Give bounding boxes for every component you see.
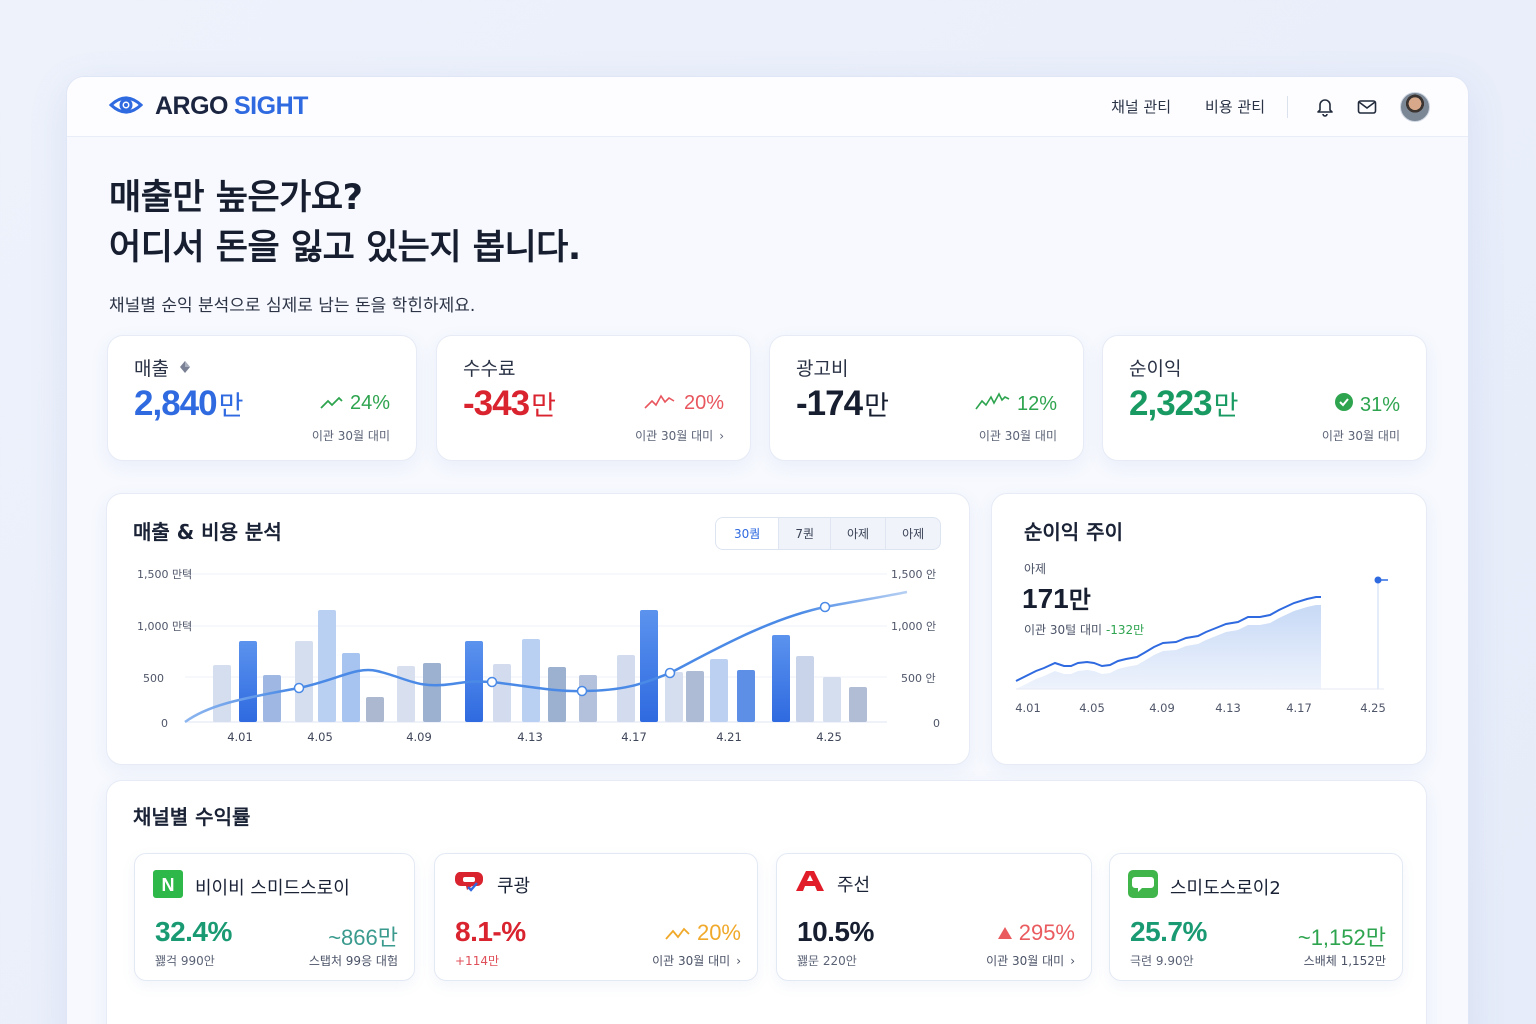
kpi-value: 2,323 <box>1129 384 1213 423</box>
coupang-icon <box>453 870 485 899</box>
kpi-value: 2,840 <box>134 384 218 423</box>
mail-icon[interactable] <box>1354 94 1380 120</box>
svg-text:N: N <box>162 875 175 895</box>
channel-card-smartstore-2[interactable]: 스미도스로이2 25.7% 극련 9.90안 ~1,152만 스배체 1,152… <box>1109 853 1403 981</box>
avatar[interactable] <box>1400 91 1430 122</box>
hero-section: 매출만 높은가요? 어디서 돈을 잃고 있는지 봅니다. 채널별 순익 분석으로… <box>109 173 581 316</box>
bars <box>213 610 867 722</box>
channel-profitability-section: 채널별 수익률 N 비이비 스미드스로이 32.4% 꽳걱 990안 ~866만… <box>106 780 1427 1024</box>
svg-text:4.17: 4.17 <box>1286 701 1312 715</box>
svg-text:4.01: 4.01 <box>1015 701 1041 715</box>
kpi-delta: 20% <box>683 392 724 414</box>
section-title: 채널별 수익률 <box>133 805 251 829</box>
channel-name: 쿠광 <box>497 875 531 897</box>
svg-text:0: 0 <box>161 717 168 730</box>
svg-text:500: 500 <box>143 672 164 685</box>
svg-text:500 안: 500 안 <box>901 672 936 685</box>
chevron-right-icon[interactable]: › <box>736 953 741 968</box>
period-label: 아제 <box>1024 562 1047 576</box>
top-navigation-bar: ARGO SIGHT 채널 관티 비용 관티 <box>67 77 1468 137</box>
channel-rate: 25.7% <box>1130 916 1207 947</box>
logo-text-secondary: SIGHT <box>234 92 308 120</box>
chevron-right-icon[interactable]: › <box>1070 953 1075 968</box>
channel-rate: 10.5% <box>797 916 874 947</box>
channel-name: 스미도스로이2 <box>1170 877 1281 899</box>
diamond-icon <box>179 357 191 379</box>
svg-text:4.01: 4.01 <box>227 730 253 744</box>
svg-text:1,500 안: 1,500 안 <box>891 568 936 581</box>
channel-amount: ~1,152만 <box>1297 925 1386 950</box>
tab-yesterday[interactable]: 아제 <box>830 518 885 549</box>
logo[interactable]: ARGO SIGHT <box>108 92 308 121</box>
page-subtitle: 채널별 순익 분석으로 심제로 남는 돈을 학힌하제요. <box>109 296 476 316</box>
channel-change: 295% <box>1018 920 1075 945</box>
app-window: ARGO SIGHT 채널 관티 비용 관티 매출만 높은가요? 어디서 돈을 잃… <box>66 76 1469 1024</box>
kpi-card-ad-spend[interactable]: 광고비 -174만 12% 이관 30월 대미 <box>769 335 1084 461</box>
chart-title: 순이익 주이 <box>1024 520 1123 544</box>
area-chart: 4.01 4.05 4.09 4.13 4.17 4.25 <box>1015 576 1388 715</box>
net-profit-trend-card: 순이익 주이 아제 171만 이관 30털 대미 -132만 4.01 4.05… <box>991 493 1427 765</box>
trend-zigzag-icon <box>644 392 678 415</box>
net-profit-comparison: 이관 30털 대미 -132만 <box>1024 623 1145 637</box>
header-nav: 채널 관티 비용 관티 <box>1077 91 1430 122</box>
svg-text:4.25: 4.25 <box>1360 701 1386 715</box>
svg-text:4.13: 4.13 <box>1215 701 1241 715</box>
channel-rate: 32.4% <box>155 916 232 947</box>
bell-icon[interactable] <box>1312 94 1338 120</box>
trend-up-icon <box>320 392 344 415</box>
svg-text:0: 0 <box>933 717 940 730</box>
svg-text:4.09: 4.09 <box>1149 701 1175 715</box>
channel-name: 주선 <box>837 874 871 896</box>
revenue-cost-chart-card: 매출 & 비용 분석 30퀌 7퀀 아제 아제 1,500 만텩 1,000 만… <box>106 493 970 765</box>
svg-text:1,000 안: 1,000 안 <box>891 620 936 633</box>
kpi-delta: 24% <box>349 392 390 414</box>
channel-card-naver[interactable]: N 비이비 스미드스로이 32.4% 꽳걱 990안 ~866만 스탭처 99응… <box>134 853 415 981</box>
svg-text:4.17: 4.17 <box>621 730 647 744</box>
svg-text:4.21: 4.21 <box>716 730 742 744</box>
bar-line-chart: 1,500 만텩 1,000 만텩 500 0 1,500 안 1,000 안 … <box>137 568 940 744</box>
kpi-value: -343 <box>463 384 530 423</box>
tab-30-days[interactable]: 30퀌 <box>716 518 779 549</box>
channel-rate: 8.1-% <box>455 916 526 947</box>
svg-text:1,000 만텩: 1,000 만텩 <box>137 620 192 633</box>
trend-up-icon <box>665 920 691 946</box>
a-logo-icon <box>795 870 825 897</box>
kpi-delta: 31% <box>1359 393 1400 416</box>
channel-card-coupang[interactable]: 쿠광 8.1-% +114만 20% 이관 30월 대미 › <box>434 853 758 981</box>
svg-text:4.09: 4.09 <box>406 730 432 744</box>
channel-name: 비이비 스미드스로이 <box>195 877 350 899</box>
channel-change: 20% <box>696 920 741 945</box>
triangle-up-icon <box>997 920 1013 946</box>
nav-divider <box>1287 95 1288 118</box>
channel-card-a[interactable]: 주선 10.5% 꽳문 220안 295% 이관 30월 대미 › <box>776 853 1092 981</box>
eye-logo-icon <box>108 95 144 119</box>
svg-text:4.05: 4.05 <box>1079 701 1105 715</box>
channel-amount: ~866만 <box>328 925 398 950</box>
kpi-value: -174 <box>796 384 863 423</box>
chart-title: 매출 & 비용 분석 <box>133 520 282 544</box>
page-title: 매출만 높은가요? 어디서 돈을 잃고 있는지 봅니다. <box>109 178 581 268</box>
kpi-delta: 12% <box>1016 392 1057 415</box>
period-segmented-control: 30퀌 7퀀 아제 아제 <box>715 517 942 550</box>
trend-line <box>184 590 908 724</box>
kpi-card-fees[interactable]: 수수료 -343만 20% 이관 30월 대미 › <box>436 335 751 461</box>
svg-text:4.13: 4.13 <box>517 730 543 744</box>
nav-channel-management[interactable]: 채널 관티 <box>1111 98 1172 116</box>
tab-7-days[interactable]: 7퀀 <box>778 518 830 549</box>
logo-text-primary: ARGO <box>155 92 229 120</box>
svg-text:1,500 만텩: 1,500 만텩 <box>137 568 192 581</box>
svg-text:4.25: 4.25 <box>816 730 842 744</box>
trend-zigzag-icon <box>975 392 1011 416</box>
tab-yesterday-2[interactable]: 아제 <box>885 518 940 549</box>
kpi-card-net-profit[interactable]: 순이익 2,323만 31% 이관 30월 대미 <box>1102 335 1427 461</box>
naver-n-icon: N <box>153 870 183 903</box>
kpi-card-revenue[interactable]: 매출 2,840만 24% 이관 30월 대미 <box>107 335 417 461</box>
chat-bubble-icon <box>1128 870 1158 903</box>
nav-cost-management[interactable]: 비용 관티 <box>1205 98 1265 116</box>
check-circle-icon <box>1334 392 1354 418</box>
chevron-right-icon[interactable]: › <box>719 428 724 443</box>
net-profit-value: 171만 <box>1022 583 1091 614</box>
svg-text:4.05: 4.05 <box>307 730 333 744</box>
